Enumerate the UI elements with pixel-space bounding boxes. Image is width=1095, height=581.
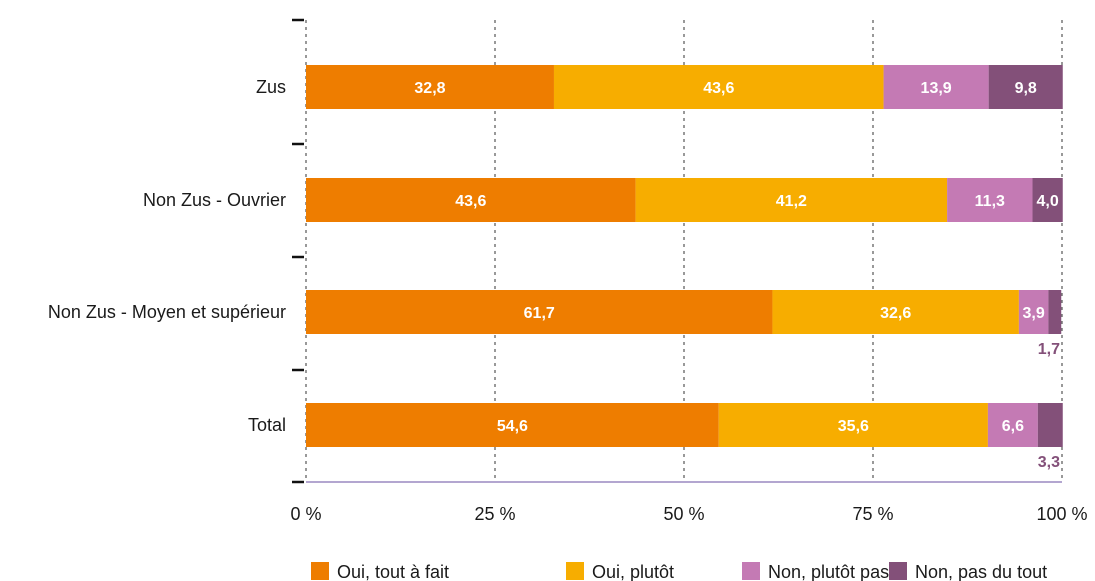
data-label: 3,9 bbox=[1023, 305, 1045, 322]
legend-label: Non, plutôt pas bbox=[768, 562, 889, 581]
legend-label: Non, pas du tout bbox=[915, 562, 1047, 581]
bar-segment bbox=[635, 178, 948, 222]
legend-swatch bbox=[566, 562, 584, 580]
bar-segment bbox=[988, 65, 1063, 109]
data-label: 32,8 bbox=[414, 80, 445, 97]
bar-segment bbox=[553, 65, 884, 109]
data-label: 1,7 bbox=[1038, 341, 1060, 358]
x-tick-label: 0 % bbox=[290, 504, 321, 524]
x-tick-label: 25 % bbox=[474, 504, 515, 524]
data-label: 9,8 bbox=[1015, 80, 1037, 97]
legend: Oui, tout à fait Oui, plutôt Non, plutôt p… bbox=[311, 562, 1047, 581]
x-tick-label: 75 % bbox=[852, 504, 893, 524]
legend-swatch bbox=[889, 562, 907, 580]
bar-segment bbox=[1018, 290, 1049, 334]
bar-segment bbox=[772, 290, 1019, 334]
bar-segment bbox=[947, 178, 1033, 222]
data-label: 6,6 bbox=[1002, 418, 1024, 435]
bar-segment bbox=[987, 403, 1038, 447]
x-tick-label: 50 % bbox=[663, 504, 704, 524]
category-label: Non Zus - Moyen et supérieur bbox=[48, 302, 286, 322]
data-label: 13,9 bbox=[921, 80, 952, 97]
data-label: 61,7 bbox=[524, 305, 555, 322]
data-label: 11,3 bbox=[975, 193, 1005, 210]
legend-swatch bbox=[311, 562, 329, 580]
data-label: 54,6 bbox=[497, 418, 528, 435]
category-label: Total bbox=[248, 415, 286, 435]
x-tick-label: 100 % bbox=[1036, 504, 1087, 524]
bar-segment bbox=[1037, 403, 1063, 447]
data-label: 32,6 bbox=[880, 305, 911, 322]
bar-segment bbox=[306, 290, 773, 334]
data-label: 4,0 bbox=[1037, 193, 1059, 210]
legend-label: Oui, plutôt bbox=[592, 562, 674, 581]
bar-segment bbox=[883, 65, 989, 109]
data-label: 43,6 bbox=[455, 193, 486, 210]
bar-segment bbox=[1048, 290, 1062, 334]
data-labels: Zus 32,8 43,6 13,9 9,8 Non Zus - Ouvrier 43,6 4… bbox=[48, 77, 1060, 471]
category-label: Non Zus - Ouvrier bbox=[143, 190, 286, 210]
bar-segment bbox=[718, 403, 988, 447]
data-label: 3,3 bbox=[1038, 454, 1060, 471]
bar-segment bbox=[306, 178, 636, 222]
axes: 0 % 25 % 50 % 75 % 100 % bbox=[290, 18, 1088, 524]
legend-label: Oui, tout à fait bbox=[337, 562, 449, 581]
data-label: 41,2 bbox=[776, 193, 807, 210]
bar-segment bbox=[306, 403, 719, 447]
category-label: Zus bbox=[256, 77, 286, 97]
bar-segment bbox=[1032, 178, 1063, 222]
data-label: 43,6 bbox=[703, 80, 734, 97]
legend-swatch bbox=[742, 562, 760, 580]
bar-segment bbox=[306, 65, 554, 109]
bars bbox=[306, 65, 1063, 447]
data-label: 35,6 bbox=[838, 418, 869, 435]
